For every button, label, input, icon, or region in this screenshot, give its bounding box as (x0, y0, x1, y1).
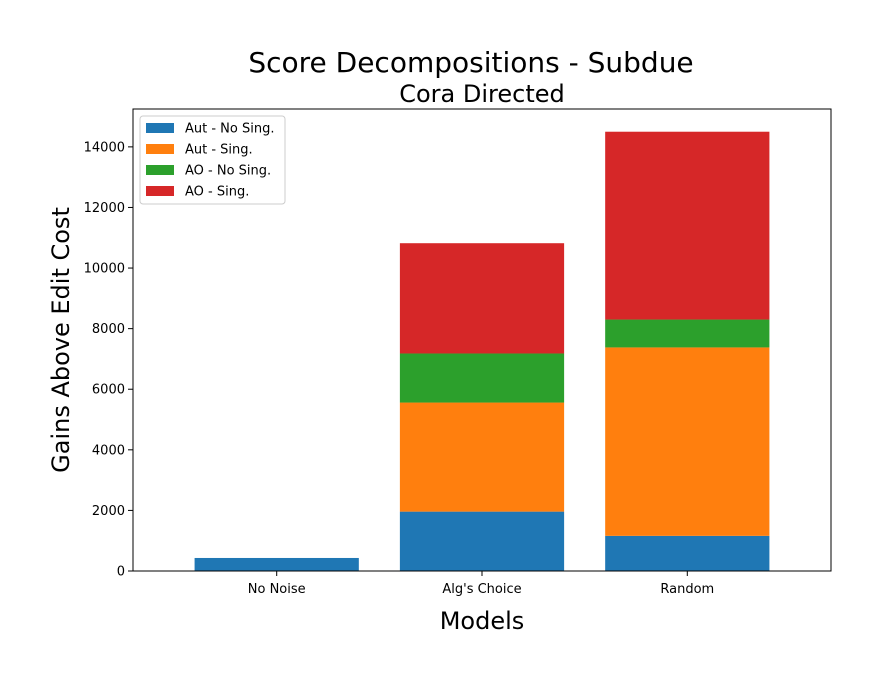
x-tick-label: No Noise (248, 582, 306, 597)
legend-swatch (146, 165, 174, 175)
bar-aut-no-sing--0 (194, 557, 359, 571)
bar-aut-no-sing--1 (399, 511, 565, 571)
x-axis: No Noise Alg's Choice Random (248, 571, 714, 597)
x-tick-label: Random (660, 582, 714, 597)
bar-ao-sing--2 (605, 131, 770, 320)
bars-group (194, 131, 770, 571)
chart-title: Score Decompositions - Subdue (248, 46, 693, 79)
y-tick-label: 2000 (92, 504, 125, 519)
bar-aut-sing--1 (399, 402, 565, 512)
legend-label: Aut - No Sing. (185, 122, 274, 137)
bar-aut-no-sing--2 (605, 535, 770, 571)
y-tick-label: 4000 (92, 443, 125, 458)
legend-frame (139, 115, 286, 205)
x-axis-label: Models (440, 607, 525, 635)
chart-subtitle: Cora Directed (399, 80, 565, 108)
bar-ao-no-sing--1 (399, 353, 565, 403)
legend-swatch (146, 123, 174, 133)
y-tick-label: 8000 (92, 322, 125, 337)
legend-swatch (146, 144, 174, 154)
legend-label: AO - Sing. (185, 185, 249, 200)
x-tick-label: Alg's Choice (442, 582, 521, 597)
legend-swatch (146, 186, 174, 196)
legend-label: Aut - Sing. (185, 143, 253, 158)
bar-ao-no-sing--2 (605, 319, 770, 348)
legend-label: AO - No Sing. (185, 164, 271, 179)
y-tick-label: 6000 (92, 383, 125, 398)
legend: Aut - No Sing. Aut - Sing. AO - No Sing. AO… (139, 115, 286, 205)
y-tick-label: 14000 (84, 140, 125, 155)
y-tick-label: 0 (117, 565, 125, 580)
bar-aut-sing--2 (605, 347, 770, 536)
y-tick-label: 10000 (84, 262, 125, 277)
y-tick-label: 12000 (84, 201, 125, 216)
y-axis-label: Gains Above Edit Cost (47, 207, 75, 473)
y-axis: 0 2000 4000 6000 8000 10000 12000 14000 (84, 140, 133, 580)
bar-ao-sing--1 (399, 243, 565, 354)
